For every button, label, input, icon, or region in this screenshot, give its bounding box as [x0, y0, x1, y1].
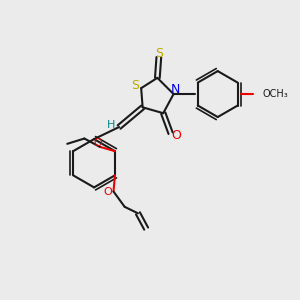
Text: O: O: [104, 187, 112, 197]
Text: O: O: [94, 138, 103, 148]
Text: OCH₃: OCH₃: [262, 89, 288, 99]
Text: O: O: [171, 129, 181, 142]
Text: S: S: [155, 47, 163, 60]
Text: S: S: [131, 79, 139, 92]
Text: H: H: [107, 120, 115, 130]
Text: N: N: [170, 82, 180, 95]
